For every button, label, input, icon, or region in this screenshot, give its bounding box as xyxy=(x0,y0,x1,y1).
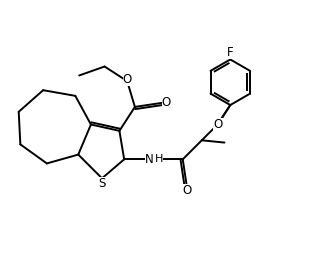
Text: S: S xyxy=(98,177,106,189)
Text: O: O xyxy=(122,73,132,86)
Text: N: N xyxy=(145,153,154,166)
Text: O: O xyxy=(182,184,191,197)
Text: O: O xyxy=(213,118,223,131)
Text: F: F xyxy=(227,46,234,59)
Text: H: H xyxy=(155,154,163,164)
Text: O: O xyxy=(162,96,171,109)
